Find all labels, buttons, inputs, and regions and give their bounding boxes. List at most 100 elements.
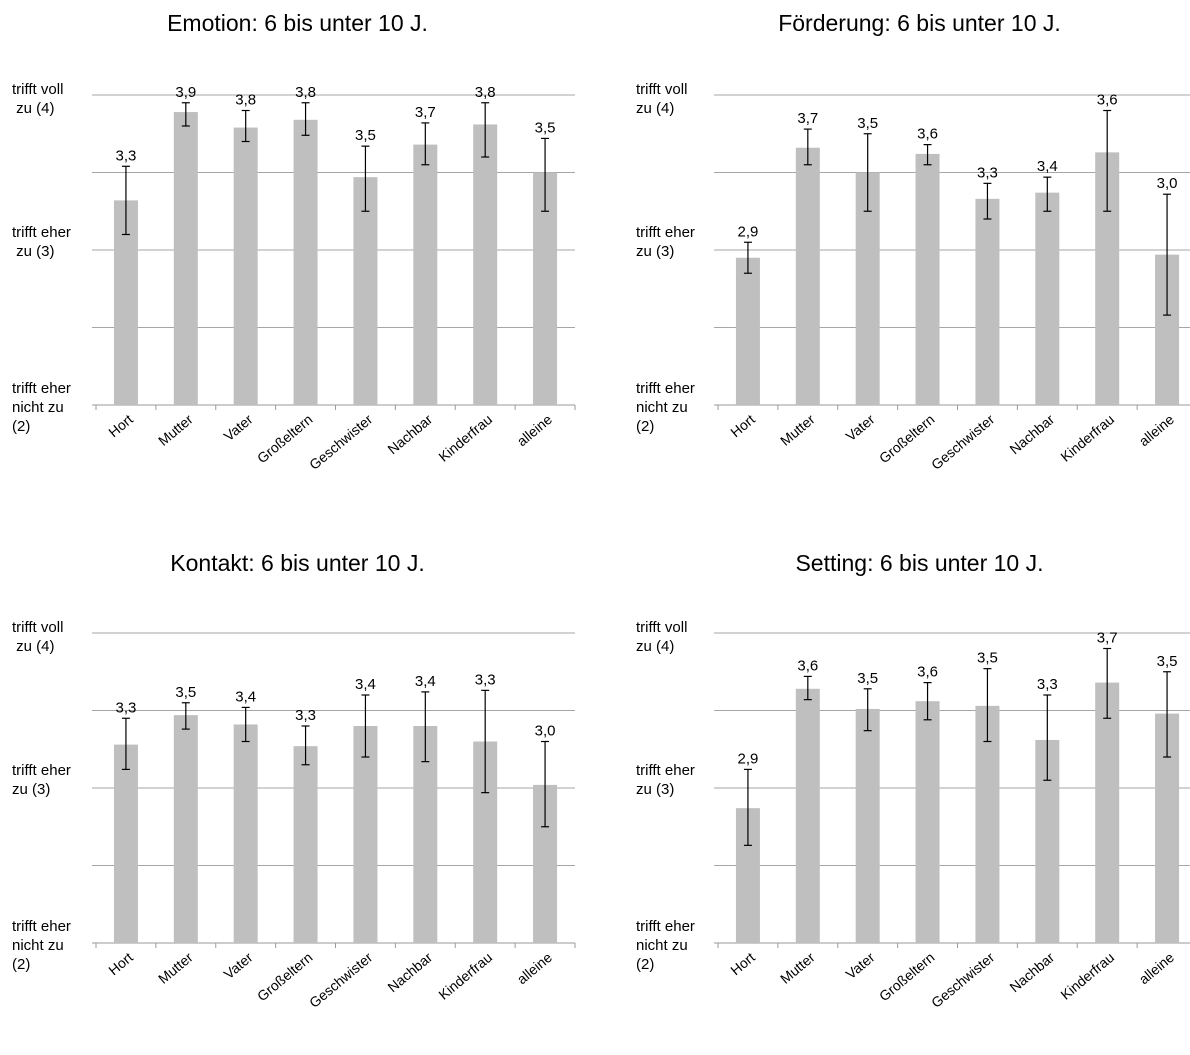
x-tick-label: Nachbar <box>384 949 435 995</box>
data-label: 3,3 <box>116 147 137 164</box>
data-label: 3,4 <box>1037 158 1058 175</box>
y-tick-label-3: trifft eher zu (3) <box>12 224 71 260</box>
y-tick-label-4: trifft voll zu (4) <box>636 619 688 655</box>
data-label: 2,9 <box>738 223 759 240</box>
data-label: 3,8 <box>235 92 256 109</box>
x-tick-label: Hort <box>105 949 136 978</box>
x-tick-label: Geschwister <box>306 949 376 1011</box>
x-tick-label: Mutter <box>777 949 818 987</box>
bar <box>975 198 1000 405</box>
x-tick-label: Nachbar <box>1006 411 1057 457</box>
data-label: 2,9 <box>738 750 759 767</box>
bar <box>915 153 940 405</box>
x-tick-label: Nachbar <box>1006 949 1057 995</box>
chart-title: Förderung: 6 bis unter 10 J. <box>778 10 1061 36</box>
x-tick-label: Hort <box>105 411 136 440</box>
data-label: 3,6 <box>797 657 818 674</box>
data-label: 3,6 <box>1097 92 1118 109</box>
x-tick-label: Hort <box>727 949 758 978</box>
data-label: 3,3 <box>1037 676 1058 693</box>
y-tick-label-3: trifft eher zu (3) <box>636 224 695 260</box>
data-label: 3,7 <box>415 104 436 121</box>
x-tick-label: Kinderfrau <box>435 411 495 465</box>
bar <box>975 705 1000 943</box>
data-label: 3,6 <box>917 664 938 681</box>
data-label: 3,3 <box>977 164 998 181</box>
bar <box>795 688 820 943</box>
bar <box>293 746 318 943</box>
y-tick-label-3: trifft eher zu (3) <box>12 762 71 798</box>
x-tick-label: Vater <box>220 949 255 982</box>
chart-panel-kontakt: Kontakt: 6 bis unter 10 J. trifft voll z… <box>0 538 595 1055</box>
x-tick-label: Kinderfrau <box>1057 411 1117 465</box>
data-label: 3,5 <box>355 127 376 144</box>
data-label: 3,5 <box>1157 653 1178 670</box>
x-tick-label: Geschwister <box>928 411 998 473</box>
data-label: 3,5 <box>857 115 878 132</box>
bar <box>1095 682 1120 943</box>
bar <box>353 726 378 943</box>
x-tick-label: Geschwister <box>306 411 376 473</box>
data-label: 3,3 <box>295 707 316 724</box>
y-tick-label-2: trifft eher nicht zu (2) <box>12 918 71 973</box>
bar <box>293 119 318 406</box>
data-label: 3,5 <box>857 670 878 687</box>
x-tick-label: Hort <box>727 411 758 440</box>
x-tick-label: alleine <box>514 949 555 987</box>
data-label: 3,4 <box>235 688 256 705</box>
bar <box>473 124 498 405</box>
y-tick-label-4: trifft voll zu (4) <box>636 81 688 117</box>
data-label: 3,7 <box>1097 630 1118 647</box>
x-tick-label: Vater <box>842 411 877 444</box>
data-label: 3,0 <box>535 723 556 740</box>
data-label: 3,3 <box>116 699 137 716</box>
bar <box>233 127 258 406</box>
data-label: 3,5 <box>535 119 556 136</box>
x-tick-label: Großeltern <box>254 411 316 466</box>
bar <box>413 144 438 405</box>
chart-panel-foerderung: Förderung: 6 bis unter 10 J. trifft voll… <box>622 0 1190 517</box>
chart-title: Kontakt: 6 bis unter 10 J. <box>170 550 425 576</box>
data-label: 3,4 <box>355 676 376 693</box>
data-label: 3,7 <box>797 110 818 127</box>
x-tick-label: Nachbar <box>384 411 435 457</box>
chart-title: Setting: 6 bis unter 10 J. <box>795 550 1044 576</box>
chart-plot-emotion: 3,3 Hort 3,9 Mutter 3,8 Vater 3,8 Großeltern 3,5… <box>92 84 576 473</box>
data-label: 3,3 <box>475 671 496 688</box>
x-tick-label: Großeltern <box>876 411 938 466</box>
x-tick-label: Mutter <box>155 411 196 449</box>
data-label: 3,9 <box>175 84 196 101</box>
y-tick-label-4: trifft voll zu (4) <box>12 619 64 655</box>
bar <box>855 708 880 943</box>
chart-panel-setting: Setting: 6 bis unter 10 J. trifft voll z… <box>622 538 1190 1055</box>
bar <box>795 147 820 405</box>
data-label: 3,5 <box>977 650 998 667</box>
chart-panel-emotion: Emotion: 6 bis unter 10 J. trifft voll z… <box>0 0 595 517</box>
data-label: 3,8 <box>295 84 316 101</box>
x-tick-label: Großeltern <box>254 949 316 1004</box>
chart-plot-setting: 2,9 Hort 3,6 Mutter 3,5 Vater 3,6 Großeltern 3,5… <box>714 630 1190 1011</box>
y-tick-label-2: trifft eher nicht zu (2) <box>12 380 71 435</box>
data-label: 3,0 <box>1157 175 1178 192</box>
chart-title: Emotion: 6 bis unter 10 J. <box>167 10 428 36</box>
bar <box>233 724 258 943</box>
y-tick-label-3: trifft eher zu (3) <box>636 762 695 798</box>
x-tick-label: Vater <box>842 949 877 982</box>
x-tick-label: alleine <box>1136 411 1177 449</box>
data-label: 3,5 <box>175 684 196 701</box>
bar <box>1035 192 1060 405</box>
bar <box>113 744 138 943</box>
data-label: 3,6 <box>917 126 938 143</box>
bar <box>915 701 940 943</box>
data-label: 3,4 <box>415 673 436 690</box>
x-tick-label: Kinderfrau <box>1057 949 1117 1003</box>
x-tick-label: alleine <box>514 411 555 449</box>
y-tick-label-2: trifft eher nicht zu (2) <box>636 380 695 435</box>
x-tick-label: Großeltern <box>876 949 938 1004</box>
bar <box>173 112 198 406</box>
x-tick-label: Kinderfrau <box>435 949 495 1003</box>
y-tick-label-2: trifft eher nicht zu (2) <box>636 918 695 973</box>
bar <box>735 257 760 405</box>
x-tick-label: Vater <box>220 411 255 444</box>
x-tick-label: Mutter <box>777 411 818 449</box>
